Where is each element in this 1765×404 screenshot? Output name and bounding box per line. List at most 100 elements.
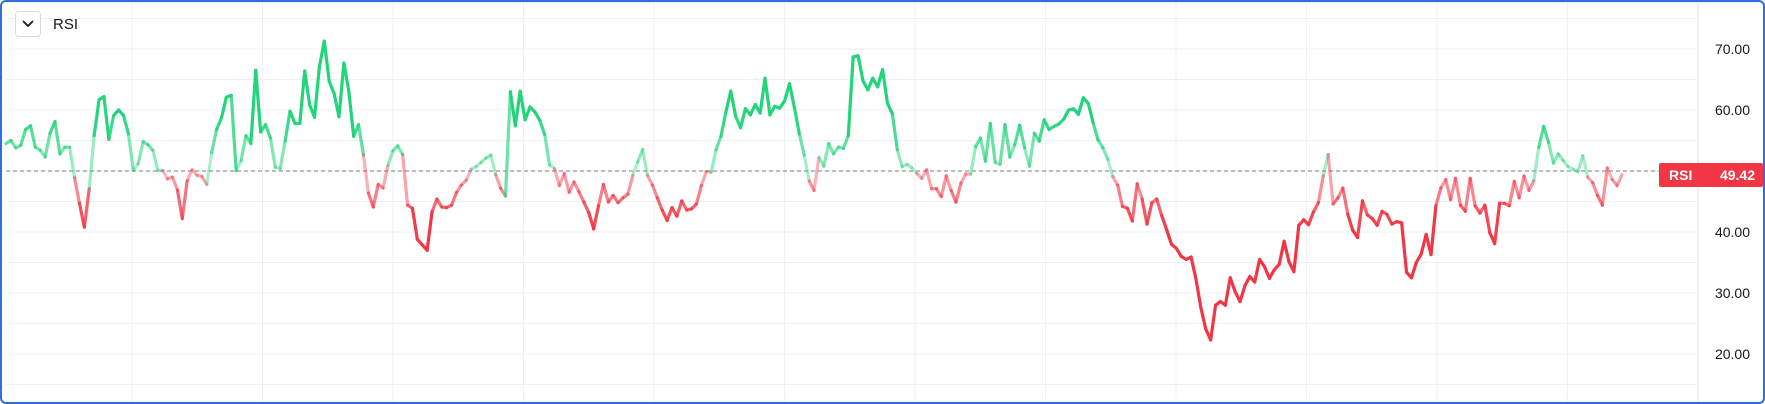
rsi-segment xyxy=(1527,179,1536,193)
rsi-segment xyxy=(1311,201,1320,214)
rsi-segment xyxy=(939,174,948,199)
rsi-line xyxy=(4,39,1624,342)
rsi-segment xyxy=(87,134,96,191)
rsi-segment xyxy=(1434,186,1443,208)
rsi-segment xyxy=(136,140,145,166)
rsi-segment xyxy=(1189,255,1198,281)
rsi-segment xyxy=(464,167,473,182)
rsi-segment xyxy=(1145,201,1154,226)
rsi-segment xyxy=(626,173,635,196)
rsi-segment xyxy=(1542,124,1551,144)
rsi-segment xyxy=(792,105,801,136)
rsi-segment xyxy=(572,180,581,194)
rsi-segment xyxy=(915,171,924,180)
rsi-segment xyxy=(425,210,434,252)
rsi-segment xyxy=(729,89,738,118)
rsi-segment xyxy=(1414,252,1423,265)
rsi-segment xyxy=(719,110,728,138)
rsi-segment xyxy=(1223,276,1232,307)
rsi-segment xyxy=(1116,183,1125,208)
rsi-segment xyxy=(680,199,689,212)
rsi-segment xyxy=(508,90,517,128)
rsi-segment xyxy=(841,134,850,151)
rsi-segment xyxy=(547,163,557,171)
rsi-segment xyxy=(1243,274,1252,288)
rsi-segment xyxy=(1037,118,1046,143)
rsi-segment xyxy=(1140,197,1149,226)
rsi-segment xyxy=(254,68,263,134)
indicator-title: RSI xyxy=(53,15,79,33)
rsi-segment xyxy=(28,124,37,149)
rsi-segment xyxy=(1262,265,1272,280)
rsi-segment xyxy=(1571,167,1580,174)
rsi-segment xyxy=(126,132,135,172)
rsi-segment xyxy=(1400,221,1409,274)
rsi-segment xyxy=(880,68,890,105)
rsi-segment xyxy=(1346,212,1355,232)
rsi-segment xyxy=(954,181,963,204)
rsi-segment xyxy=(1517,174,1526,200)
rsi-segment xyxy=(523,105,532,122)
rsi-segment xyxy=(890,112,899,152)
rsi-segment xyxy=(1130,182,1139,223)
rsi-segment xyxy=(856,54,865,83)
rsi-segment xyxy=(401,152,410,207)
rsi-segment xyxy=(969,145,978,176)
rsi-segment xyxy=(342,61,351,93)
rsi-segment xyxy=(802,153,811,183)
rsi-segment xyxy=(1532,145,1541,183)
rsi-segment xyxy=(68,145,77,180)
chevron-down-icon xyxy=(22,20,34,27)
rsi-segment xyxy=(1003,123,1012,159)
collapse-button[interactable] xyxy=(15,11,41,37)
rsi-segment xyxy=(513,89,522,128)
rsi-segment xyxy=(538,118,547,136)
rsi-segment xyxy=(763,76,772,117)
rsi-segment xyxy=(356,123,366,157)
rsi-segment xyxy=(543,132,552,167)
rsi-segment xyxy=(376,182,385,190)
rsi-segment xyxy=(900,162,909,169)
rsi-segment xyxy=(1409,260,1418,280)
rsi-segment xyxy=(959,172,968,185)
rsi-segment xyxy=(665,206,674,223)
rsi-segment xyxy=(161,168,170,181)
rsi-segment xyxy=(381,163,390,190)
rsi-segment xyxy=(1591,180,1600,197)
rsi-segment xyxy=(1493,201,1502,246)
rsi-segment xyxy=(1576,154,1585,174)
rsi-segment xyxy=(1546,140,1556,165)
rsi-segment xyxy=(1027,131,1036,168)
rsi-segment xyxy=(263,123,273,140)
rsi-segment xyxy=(562,171,571,194)
rsi-segment xyxy=(503,90,512,198)
rsi-segment xyxy=(518,89,527,122)
rsi-segment xyxy=(1360,199,1369,217)
rsi-segment xyxy=(1600,166,1609,207)
rsi-segment xyxy=(469,165,478,171)
rsi-segment xyxy=(1194,277,1203,310)
rsi-segment xyxy=(1605,166,1614,182)
badge-label: RSI xyxy=(1669,166,1693,183)
rsi-segment xyxy=(1483,203,1492,235)
rsi-segment xyxy=(846,55,855,138)
rsi-segment xyxy=(92,98,101,138)
rsi-segment xyxy=(920,168,929,180)
rsi-segment xyxy=(552,166,561,188)
rsi-segment xyxy=(910,166,919,176)
rsi-segment xyxy=(797,132,806,157)
rsi-segment xyxy=(347,89,356,138)
rsi-segment xyxy=(1209,303,1218,342)
rsi-segment xyxy=(1238,284,1247,304)
rsi-segment xyxy=(1522,174,1531,193)
rsi-segment xyxy=(410,206,419,241)
rsi-segment xyxy=(278,139,287,171)
rsi-segment xyxy=(494,173,503,190)
rsi-segment xyxy=(121,113,131,136)
rsi-segment xyxy=(714,134,723,152)
rsi-segment xyxy=(1106,157,1115,179)
rsi-segment xyxy=(1008,143,1017,159)
rsi-segment xyxy=(1076,96,1085,116)
rsi-segment xyxy=(822,141,831,168)
